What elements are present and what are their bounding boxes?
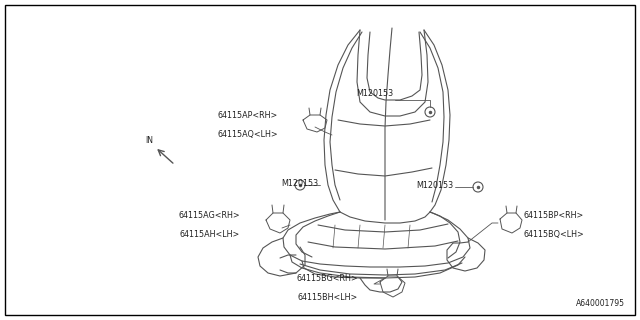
Text: A640001795: A640001795 [576, 299, 625, 308]
Text: 64115BH<LH>: 64115BH<LH> [298, 293, 358, 302]
Text: M120153: M120153 [281, 179, 318, 188]
Text: 64115AG<RH>: 64115AG<RH> [179, 211, 240, 220]
Text: 64115AP<RH>: 64115AP<RH> [218, 111, 278, 120]
Text: IN: IN [145, 136, 153, 145]
Text: 64115AQ<LH>: 64115AQ<LH> [218, 130, 278, 139]
Text: 64115BG<RH>: 64115BG<RH> [296, 274, 358, 283]
Text: 64115BQ<LH>: 64115BQ<LH> [524, 230, 585, 239]
Text: M120153: M120153 [356, 89, 393, 98]
Text: 64115AH<LH>: 64115AH<LH> [180, 230, 240, 239]
Text: 64115BP<RH>: 64115BP<RH> [524, 211, 584, 220]
Text: M120153: M120153 [416, 180, 453, 189]
